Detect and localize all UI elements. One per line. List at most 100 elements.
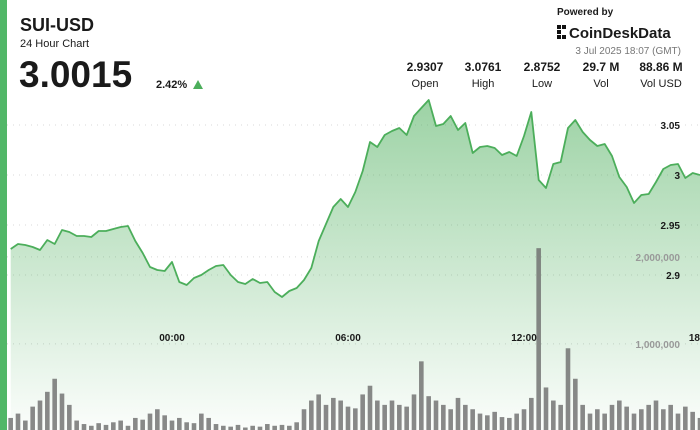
volume-bar [287,425,292,430]
volume-bar [37,400,43,430]
volume-bar [485,415,490,430]
volume-bar [683,406,688,430]
volume-bar [617,400,622,430]
volume-bar [661,409,666,430]
x-tick-label: 12:00 [511,333,537,344]
plot-area: 2.9 2.95 3 3.05 1,000,000 2,000,000 00:00 06:00… [7,99,700,430]
title: SUI-USD [20,15,94,35]
volume-bar [580,404,585,430]
brand-logo [557,25,566,39]
volume-bar [521,409,527,430]
volume-bar [551,400,556,430]
stat-label: Vol USD [640,78,682,90]
volume-bar [235,424,241,430]
volume-bar [426,396,431,430]
volume-bar [155,409,160,430]
volume-bar [257,426,263,430]
powered-by: Powered by [557,7,614,18]
volume-bar [536,248,541,430]
volume-bar [367,385,373,430]
volume-bar [221,425,226,430]
volume-bar [67,404,72,430]
volume-bar [404,406,409,430]
volume-bar [514,413,519,430]
volume-bar [309,400,314,430]
volume-bar [177,417,182,430]
volume-bar [499,417,505,430]
volume-bar [191,423,197,430]
volume-bar [382,404,387,430]
stat-value: 29.7 M [583,60,620,74]
volume-bar [360,394,365,430]
volume-bar [59,393,65,430]
stat-value: 2.8752 [524,60,561,74]
volume-bar [397,404,402,430]
volume-bar [206,417,211,430]
volume-bar [492,411,497,430]
volume-bar [595,409,600,430]
volume-bar [507,417,512,430]
y-tick-label: 2.95 [661,221,681,232]
volume-bar [675,413,681,430]
volume-bar [448,409,453,430]
volume-bar [470,409,475,430]
volume-bar [184,422,189,430]
change: 2.42% [156,79,187,91]
volume-bar [565,348,571,430]
header: SUI-USD 24 Hour Chart 3.0015 2.42% Power… [19,7,681,95]
x-tick-label: 06:00 [335,333,361,344]
price: 3.0015 [19,54,132,95]
volume-bar [45,391,50,430]
volume-bar [609,404,615,430]
volume-bar [587,413,593,430]
volume-bar [646,404,651,430]
volume-bar [103,424,109,430]
volume-bar [345,406,351,430]
volume-bar [631,413,637,430]
volume-bar [243,427,248,430]
volume-bar [279,424,285,430]
volume-bar [477,413,483,430]
volume-bar [573,378,578,430]
volume-bar [250,425,255,430]
volume-bar [228,426,233,430]
volume-bar [441,404,446,430]
volume-bar [323,404,329,430]
y2-tick-label: 2,000,000 [636,253,681,264]
subtitle: 24 Hour Chart [20,38,89,50]
volume-bar [140,419,145,430]
volume-bar [272,425,277,430]
volume-bar [419,361,424,430]
volume-bar [602,413,607,430]
volume-bar [455,397,461,430]
volume-bar [433,400,439,430]
volume-bar [30,406,35,430]
volume-bar [147,413,153,430]
volume-bar [8,417,13,430]
volume-bar [690,411,695,430]
x-tick-label: 00:00 [159,333,185,344]
timestamp: 3 Jul 2025 18:07 (GMT) [575,46,681,57]
volume-bar [338,400,343,430]
volume-bar [316,394,321,430]
y-tick-label: 3.05 [661,121,681,132]
stats: 2.9307 Open 3.0761 High 2.8752 Low 29.7 M Vol 88… [407,60,683,90]
volume-bar [111,422,116,430]
y-tick-label: 2.9 [666,271,680,282]
volume-bar [529,397,534,430]
volume-bar [668,404,673,430]
volume-bar [331,397,336,430]
price-line [10,99,700,298]
volume-bar [411,394,417,430]
volume-bar [213,424,219,430]
volume-bar [199,413,204,430]
volume-bar [125,425,131,430]
volume-bar [89,425,94,430]
volume-bar [558,404,563,430]
volume-bar [543,387,549,430]
stat-label: Low [532,78,552,90]
price-area [10,100,700,430]
volume-bar [697,417,700,430]
x-tick-label: 18 [689,333,700,344]
